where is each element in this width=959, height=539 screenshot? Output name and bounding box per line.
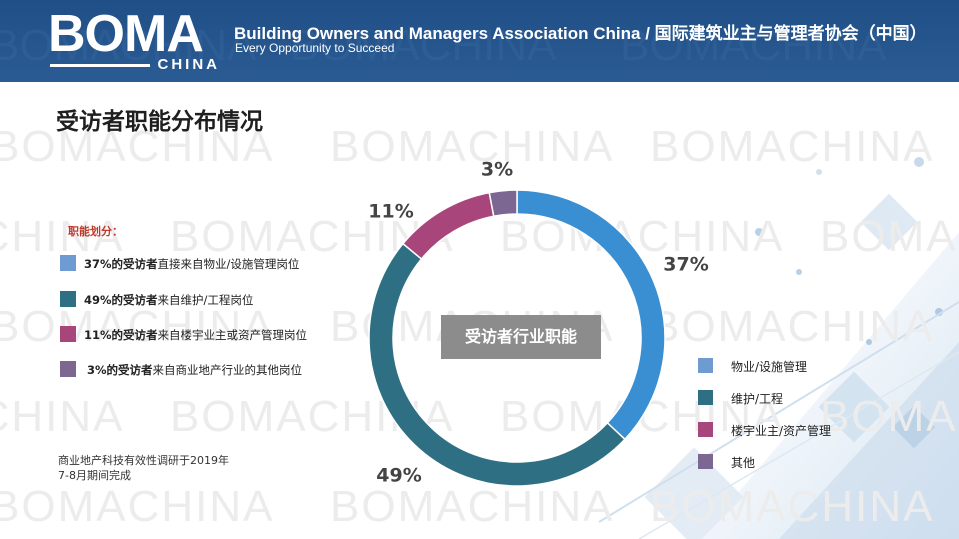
legend-swatch [698,454,713,469]
survey-note-line: 商业地产科技有效性调研于2019年 [58,454,229,467]
left-legend-text: 49%的受访者来自维护/工程岗位 [84,293,254,307]
left-legend-text: 3%的受访者来自商业地产行业的其他岗位 [87,363,303,377]
boma-logo[interactable]: BOMA CHINA [48,5,220,74]
legend-swatch [60,361,76,377]
header-subtitle: Every Opportunity to Succeed [235,41,395,55]
right-legend-text: 楼宇业主/资产管理 [731,424,832,438]
survey-note-line: 7-8月期间完成 [58,469,131,482]
right-legend-text: 物业/设施管理 [731,360,808,374]
donut-data-label: 11% [368,201,413,223]
header-watermark-text: BOMACHINA [620,21,887,70]
donut-data-label: 49% [376,465,421,487]
legend-swatch [698,422,713,437]
header-watermark-text: BOMACHINA [290,21,557,70]
right-legend-text: 其他 [731,456,756,470]
donut-slice [368,242,626,487]
header-bar: BOMACHINA BOMACHINA BOMACHINA BOMA CHINA… [0,0,959,82]
legend-swatch [60,255,76,271]
legend-swatch [60,291,76,307]
survey-note: 商业地产科技有效性调研于2019年 7-8月期间完成 [58,453,229,483]
left-legend-text: 37%的受访者直接来自物业/设施管理岗位 [84,257,300,271]
legend-swatch [60,326,76,342]
logo-underline [50,64,150,67]
header-title: Building Owners and Managers Association… [234,24,927,43]
center-label-box [441,315,601,359]
left-legend-text: 11%的受访者来自楼宇业主或资产管理岗位 [84,328,308,342]
legend-swatch [698,390,713,405]
header-watermark-text: BOMACHINA [0,21,257,70]
legend-swatch [698,358,713,373]
page-title: 受访者职能分布情况 [56,109,263,135]
background-decoration [598,157,959,539]
logo-main-text: BOMA [48,5,204,63]
donut-slice [488,189,518,218]
header-watermark: BOMACHINA BOMACHINA BOMACHINA [0,21,887,70]
right-legend-text: 维护/工程 [731,392,784,406]
logo-sub-text: CHINA [157,56,220,73]
center-label: 受访者行业职能 [464,327,577,346]
legend-title: 职能划分： [68,225,123,238]
donut-slice [401,191,495,261]
donut-data-label: 37% [663,254,708,276]
donut-data-label: 3% [481,159,513,181]
